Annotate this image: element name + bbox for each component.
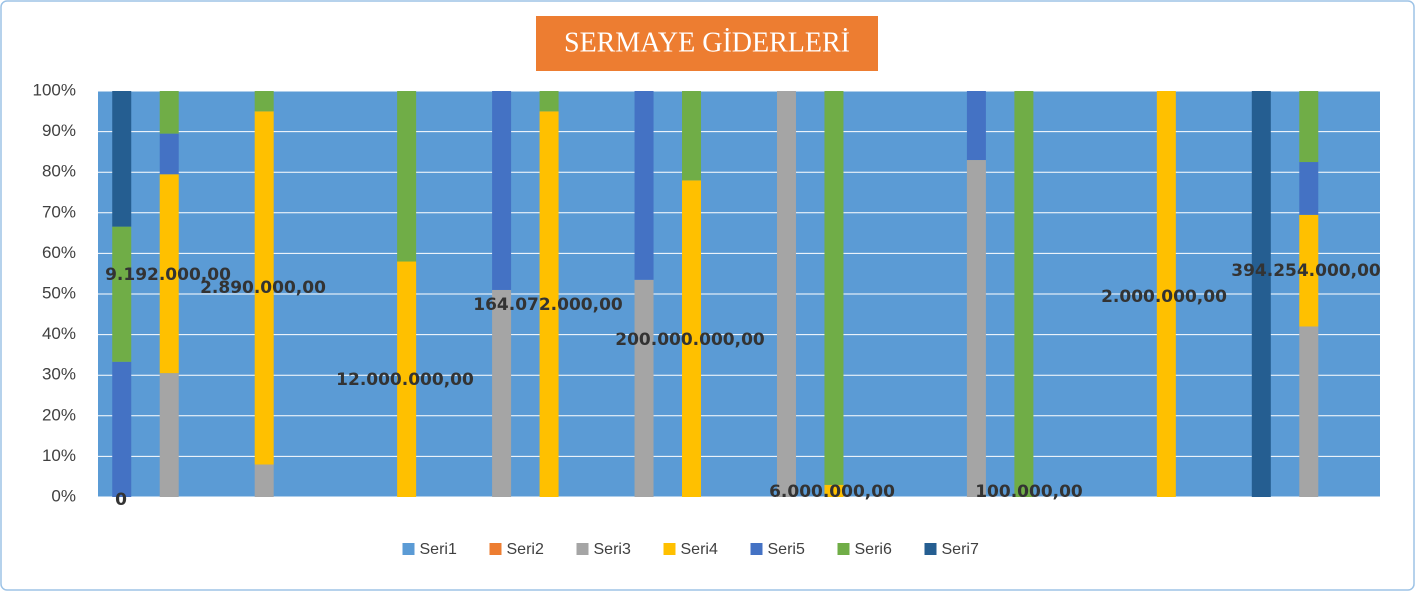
bar-segment [1299,214,1319,327]
legend-label: Seri3 [594,541,631,558]
legend-swatch [489,543,502,555]
data-annotation: 6.000.000,00 [769,482,895,502]
bar-segment [824,91,844,485]
legend-swatch [750,543,763,555]
y-tick-label: 40% [42,324,76,343]
legend-label: Seri4 [681,541,718,558]
bar-segment [397,261,417,497]
bar-segment [539,111,559,498]
data-annotation: 2.000.000,00 [1101,287,1227,307]
y-tick-label: 100% [33,80,76,99]
bar-segment [966,160,986,497]
legend-swatch [576,543,589,555]
y-tick-label: 70% [42,202,76,221]
legend-label: Seri6 [855,541,892,558]
bar-segment [634,279,654,497]
bar-segment [112,91,132,227]
bar-segment [1299,91,1319,163]
bar-segment [159,91,179,134]
bar-segment [254,464,274,497]
title-box [536,16,878,71]
data-annotation: 164.072.000,00 [473,295,623,315]
bar-segment [1251,91,1271,497]
data-annotation: 394.254.000,00 [1231,261,1381,281]
legend-swatch [402,543,415,555]
bar-segment [824,484,844,497]
data-annotation: 0 [115,490,127,510]
bar-segment [1014,91,1034,497]
bar-segment [159,373,179,497]
legend-label: Seri5 [768,541,805,558]
legend-label: Seri1 [420,541,457,558]
bar-segment [397,91,417,262]
data-annotation: 9.192.000,00 [105,265,231,285]
bar-segment [159,174,179,374]
legend-label: Seri2 [507,541,544,558]
y-tick-label: 50% [42,283,76,302]
bar-segment [682,91,702,181]
legend-swatch [924,543,937,555]
bar-segment [112,361,132,497]
y-tick-label: 10% [42,446,76,465]
bar-segment [1299,162,1319,215]
bar-segment [1299,326,1319,497]
bar-segment [966,91,986,161]
bar-segment [492,91,512,290]
bar-segment [539,91,559,112]
y-tick-label: 80% [42,162,76,181]
bar-segment [492,289,512,497]
y-tick-label: 90% [42,121,76,140]
data-annotation: 100.000,00 [975,482,1083,502]
data-annotation: 12.000.000,00 [336,370,474,390]
y-tick-label: 60% [42,243,76,262]
legend-swatch [663,543,676,555]
bar-segment [112,226,132,362]
data-annotation: 200.000.000,00 [615,330,765,350]
bar-segment [159,133,179,175]
bar-segment [254,111,274,465]
bar-segment [682,180,702,497]
legend-label: Seri7 [942,541,979,558]
data-annotation: 2.890.000,00 [200,278,326,298]
bar-segment [634,91,654,280]
y-tick-label: 30% [42,365,76,384]
y-tick-label: 20% [42,405,76,424]
bar-segment [254,91,274,112]
y-tick-label: 0% [51,486,76,505]
legend-swatch [837,543,850,555]
bar-segment [1156,91,1176,497]
bar-segment [776,91,796,497]
chart-title: SERMAYE GİDERLERİ [564,27,850,58]
